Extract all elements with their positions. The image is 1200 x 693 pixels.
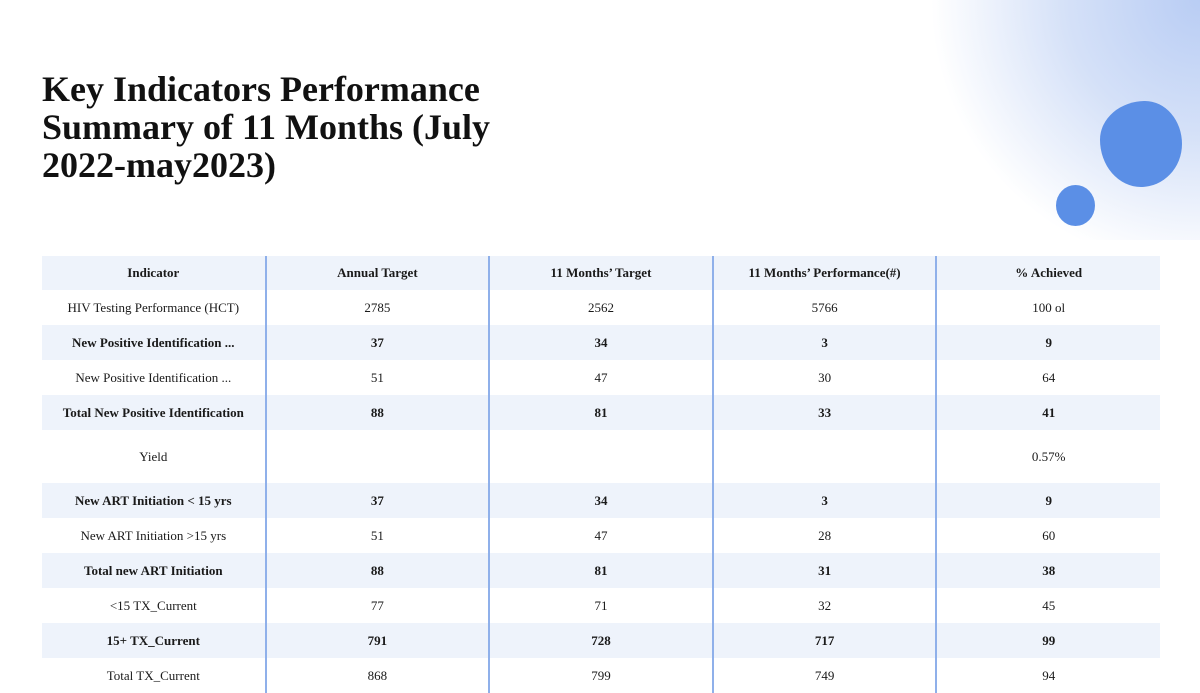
table-row: Yield 0.57% xyxy=(42,430,1160,483)
decorative-blob-large xyxy=(1100,101,1182,187)
value-cell xyxy=(264,430,490,483)
value-cell: 5766 xyxy=(711,290,937,325)
value-cell: 60 xyxy=(935,518,1160,553)
value-cell: 0.57% xyxy=(935,430,1160,483)
value-cell: 81 xyxy=(488,553,713,588)
table-row: Total TX_Current 868 799 749 94 xyxy=(42,658,1160,693)
value-cell: 51 xyxy=(264,518,490,553)
table-row: Total new ART Initiation 88 81 31 38 xyxy=(42,553,1160,588)
value-cell: 47 xyxy=(488,360,713,395)
value-cell: 99 xyxy=(935,623,1160,658)
value-cell: 2562 xyxy=(488,290,713,325)
indicator-cell: Yield xyxy=(139,448,168,464)
value-cell: 34 xyxy=(488,483,713,518)
value-cell: 34 xyxy=(488,325,713,360)
table-row: New ART Initiation < 15 yrs 37 34 3 9 xyxy=(42,483,1160,518)
table-row: HIV Testing Performance (HCT) 2785 2562 576… xyxy=(42,290,1160,325)
value-cell: 868 xyxy=(264,658,490,693)
table-row: 15+ TX_Current 791 728 717 99 xyxy=(42,623,1160,658)
value-cell: 45 xyxy=(935,588,1160,623)
indicator-cell: <15 TX_Current xyxy=(109,597,197,613)
value-cell: 791 xyxy=(264,623,490,658)
indicators-table: Indicator Annual Target 11 Months’ Target 1… xyxy=(42,256,1160,693)
value-cell: 47 xyxy=(488,518,713,553)
value-cell: 38 xyxy=(935,553,1160,588)
indicator-cell: New Positive Identification ... xyxy=(42,325,266,360)
value-cell: 32 xyxy=(711,588,937,623)
table-row: New Positive Identification ... 37 34 3 9 xyxy=(42,325,1160,360)
column-header: Indicator xyxy=(42,256,266,290)
value-cell: 28 xyxy=(711,518,937,553)
slide-title: Key Indicators Performance Summary of 11… xyxy=(42,69,491,185)
value-cell: 51 xyxy=(264,360,490,395)
table-row: <15 TX_Current 77 71 32 45 xyxy=(42,588,1160,623)
value-cell: 37 xyxy=(264,483,490,518)
value-cell: 94 xyxy=(935,658,1160,693)
decorative-blob-small xyxy=(1056,185,1095,226)
indicator-cell: New ART Initiation >15 yrs xyxy=(80,527,227,543)
indicator-cell: New ART Initiation < 15 yrs xyxy=(42,483,266,518)
value-cell: 41 xyxy=(935,395,1160,430)
value-cell: 71 xyxy=(488,588,713,623)
value-cell xyxy=(711,430,937,483)
value-cell: 3 xyxy=(711,325,937,360)
value-cell: 33 xyxy=(711,395,937,430)
value-cell: 717 xyxy=(711,623,937,658)
table-row: Total New Positive Identification 88 81 33 4… xyxy=(42,395,1160,430)
column-header: 11 Months’ Performance(#) xyxy=(711,256,937,290)
table-row: New ART Initiation >15 yrs 51 47 28 60 xyxy=(42,518,1160,553)
table-header-row: Indicator Annual Target 11 Months’ Target 1… xyxy=(42,256,1160,290)
value-cell: 77 xyxy=(264,588,490,623)
value-cell: 81 xyxy=(488,395,713,430)
value-cell: 31 xyxy=(711,553,937,588)
value-cell xyxy=(488,430,713,483)
indicator-cell: Total new ART Initiation xyxy=(42,553,266,588)
indicator-cell: Total TX_Current xyxy=(106,667,200,683)
indicator-cell: 15+ TX_Current xyxy=(42,623,266,658)
value-cell: 749 xyxy=(711,658,937,693)
indicator-cell: Total New Positive Identification xyxy=(42,395,266,430)
value-cell: 88 xyxy=(264,395,490,430)
value-cell: 37 xyxy=(264,325,490,360)
value-cell: 100 ol xyxy=(935,290,1160,325)
value-cell: 799 xyxy=(488,658,713,693)
value-cell: 64 xyxy=(935,360,1160,395)
value-cell: 3 xyxy=(711,483,937,518)
table-row: New Positive Identification ... 51 47 30 64 xyxy=(42,360,1160,395)
value-cell: 9 xyxy=(935,325,1160,360)
value-cell: 2785 xyxy=(264,290,490,325)
column-header: Annual Target xyxy=(264,256,490,290)
value-cell: 728 xyxy=(488,623,713,658)
indicator-cell: HIV Testing Performance (HCT) xyxy=(67,299,240,315)
value-cell: 30 xyxy=(711,360,937,395)
column-header: 11 Months’ Target xyxy=(488,256,713,290)
column-header: % Achieved xyxy=(935,256,1160,290)
value-cell: 88 xyxy=(264,553,490,588)
indicator-cell: New Positive Identification ... xyxy=(75,369,232,385)
value-cell: 9 xyxy=(935,483,1160,518)
